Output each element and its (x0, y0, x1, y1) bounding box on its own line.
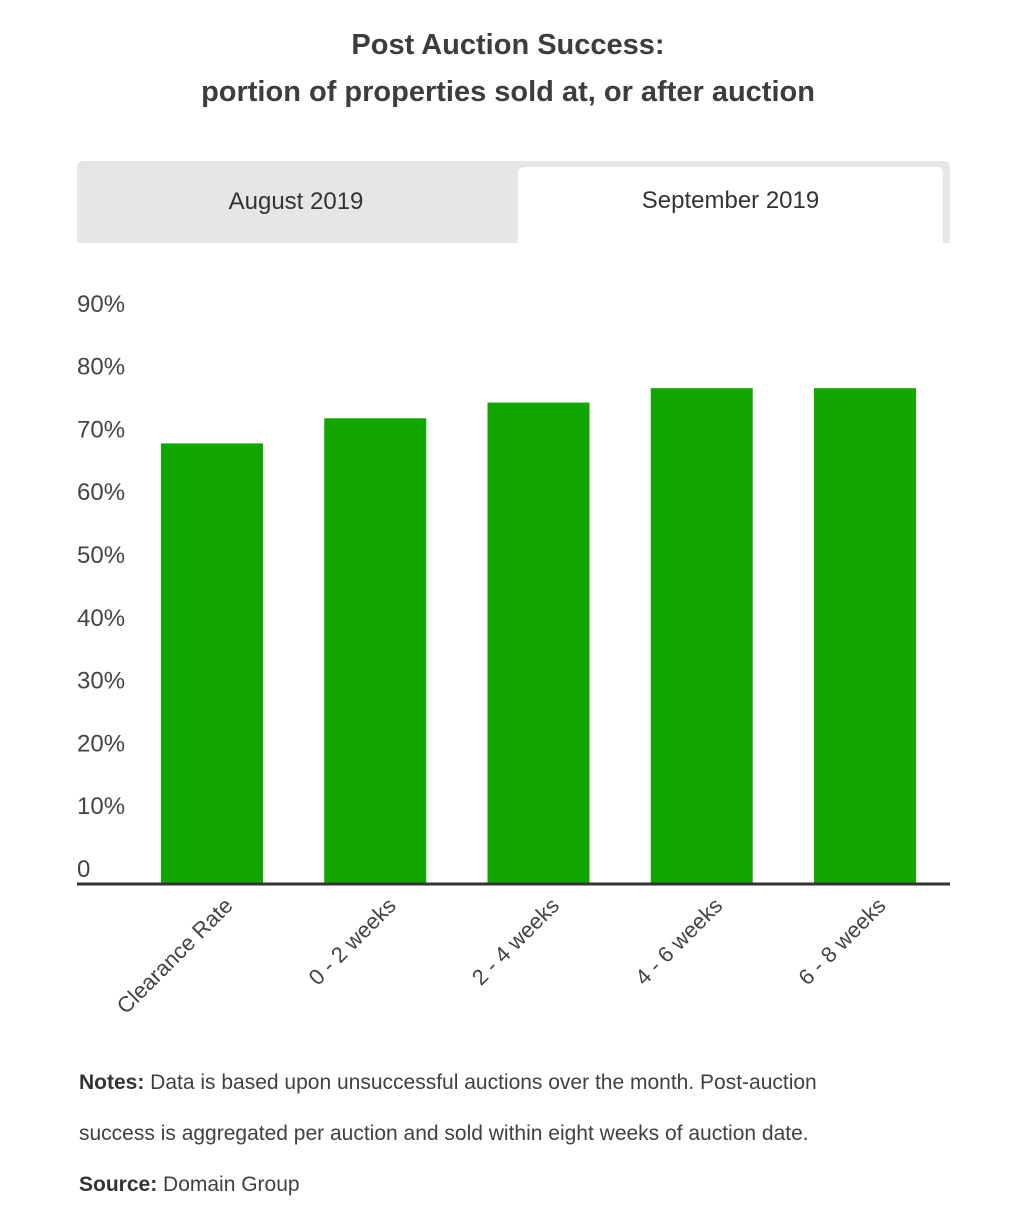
y-tick-label: 50% (77, 542, 125, 569)
tab-august-2019[interactable]: August 2019 (77, 161, 515, 243)
bar[interactable] (814, 388, 916, 883)
source-text: Domain Group (157, 1173, 300, 1196)
bar[interactable] (487, 402, 590, 883)
y-tick-label: 30% (77, 668, 125, 695)
tab-september-2019[interactable]: September 2019 (518, 167, 943, 243)
y-tick-label: 0 (77, 856, 90, 883)
y-tick-label: 20% (77, 730, 125, 757)
month-tabs: August 2019 September 2019 (77, 161, 950, 243)
source-label: Source: (79, 1173, 158, 1196)
x-tick-label: 2 - 4 weeks (467, 893, 564, 990)
x-tick-label: 6 - 8 weeks (793, 893, 890, 990)
source-line: Source: Domain Group (79, 1159, 979, 1210)
y-tick-label: 60% (77, 479, 125, 506)
tab-august-2019-label: August 2019 (228, 188, 364, 215)
bar[interactable] (324, 418, 427, 883)
bar[interactable] (650, 388, 753, 883)
x-tick-label: Clearance Rate (112, 893, 238, 1019)
x-tick-label: 4 - 6 weeks (630, 893, 727, 990)
chart-notes: Notes: Data is based upon unsuccessful a… (79, 1057, 979, 1210)
notes-line1: Notes: Data is based upon unsuccessful a… (79, 1057, 979, 1108)
tab-september-2019-label: September 2019 (641, 187, 820, 214)
bar-chart: 0 10% 20% 30% 40% 50% 60% 70% 80% 90% Clearance Ra… (77, 291, 950, 1019)
notes-line2: success is aggregated per auction and so… (79, 1122, 809, 1145)
y-tick-label: 10% (77, 793, 125, 820)
x-tick-label: 0 - 2 weeks (304, 893, 401, 990)
chart-title-line2: portion of properties sold at, or after … (201, 76, 815, 108)
y-tick-label: 40% (77, 605, 125, 632)
chart-title: Post Auction Success: portion of propert… (0, 22, 1016, 116)
y-tick-label: 70% (77, 416, 125, 443)
notes-label: Notes: (79, 1071, 145, 1094)
chart-title-line1: Post Auction Success: (351, 29, 665, 61)
y-tick-label: 80% (77, 354, 125, 381)
y-tick-label: 90% (77, 291, 125, 318)
notes-text-line1: Data is based upon unsuccessful auctions… (144, 1071, 817, 1094)
bar[interactable] (161, 443, 263, 883)
